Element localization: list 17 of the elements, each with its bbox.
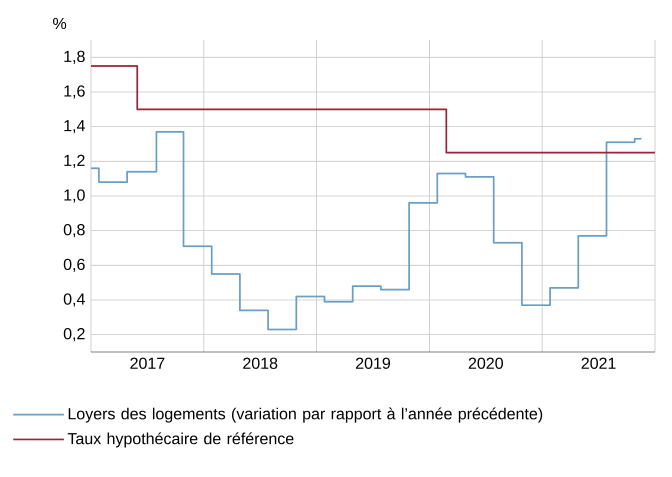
y-tick-label: 0,6 bbox=[64, 258, 85, 272]
legend-label: Taux hypothécaire de référence bbox=[68, 432, 294, 448]
y-tick-label: 0,2 bbox=[64, 328, 85, 342]
y-tick-label: 1,4 bbox=[64, 120, 85, 134]
x-tick-label: 2020 bbox=[468, 358, 503, 369]
x-tick-label: 2019 bbox=[356, 358, 390, 369]
y-tick-label: 1,0 bbox=[64, 189, 85, 203]
legend-label: Loyers des logements (variation par rapport à l’année précédente) bbox=[68, 408, 542, 423]
y-tick-label: 1,2 bbox=[64, 154, 85, 168]
y-tick-label: 1,6 bbox=[64, 85, 85, 99]
y-tick-label: 0,8 bbox=[64, 224, 85, 238]
y-tick-label: 0,4 bbox=[64, 293, 85, 307]
x-tick-label: 2018 bbox=[243, 358, 278, 369]
y-axis-title: % bbox=[53, 18, 66, 30]
x-tick-label: 2021 bbox=[582, 358, 616, 369]
x-tick-label: 2017 bbox=[130, 358, 164, 369]
y-tick-label: 1,8 bbox=[64, 50, 85, 64]
